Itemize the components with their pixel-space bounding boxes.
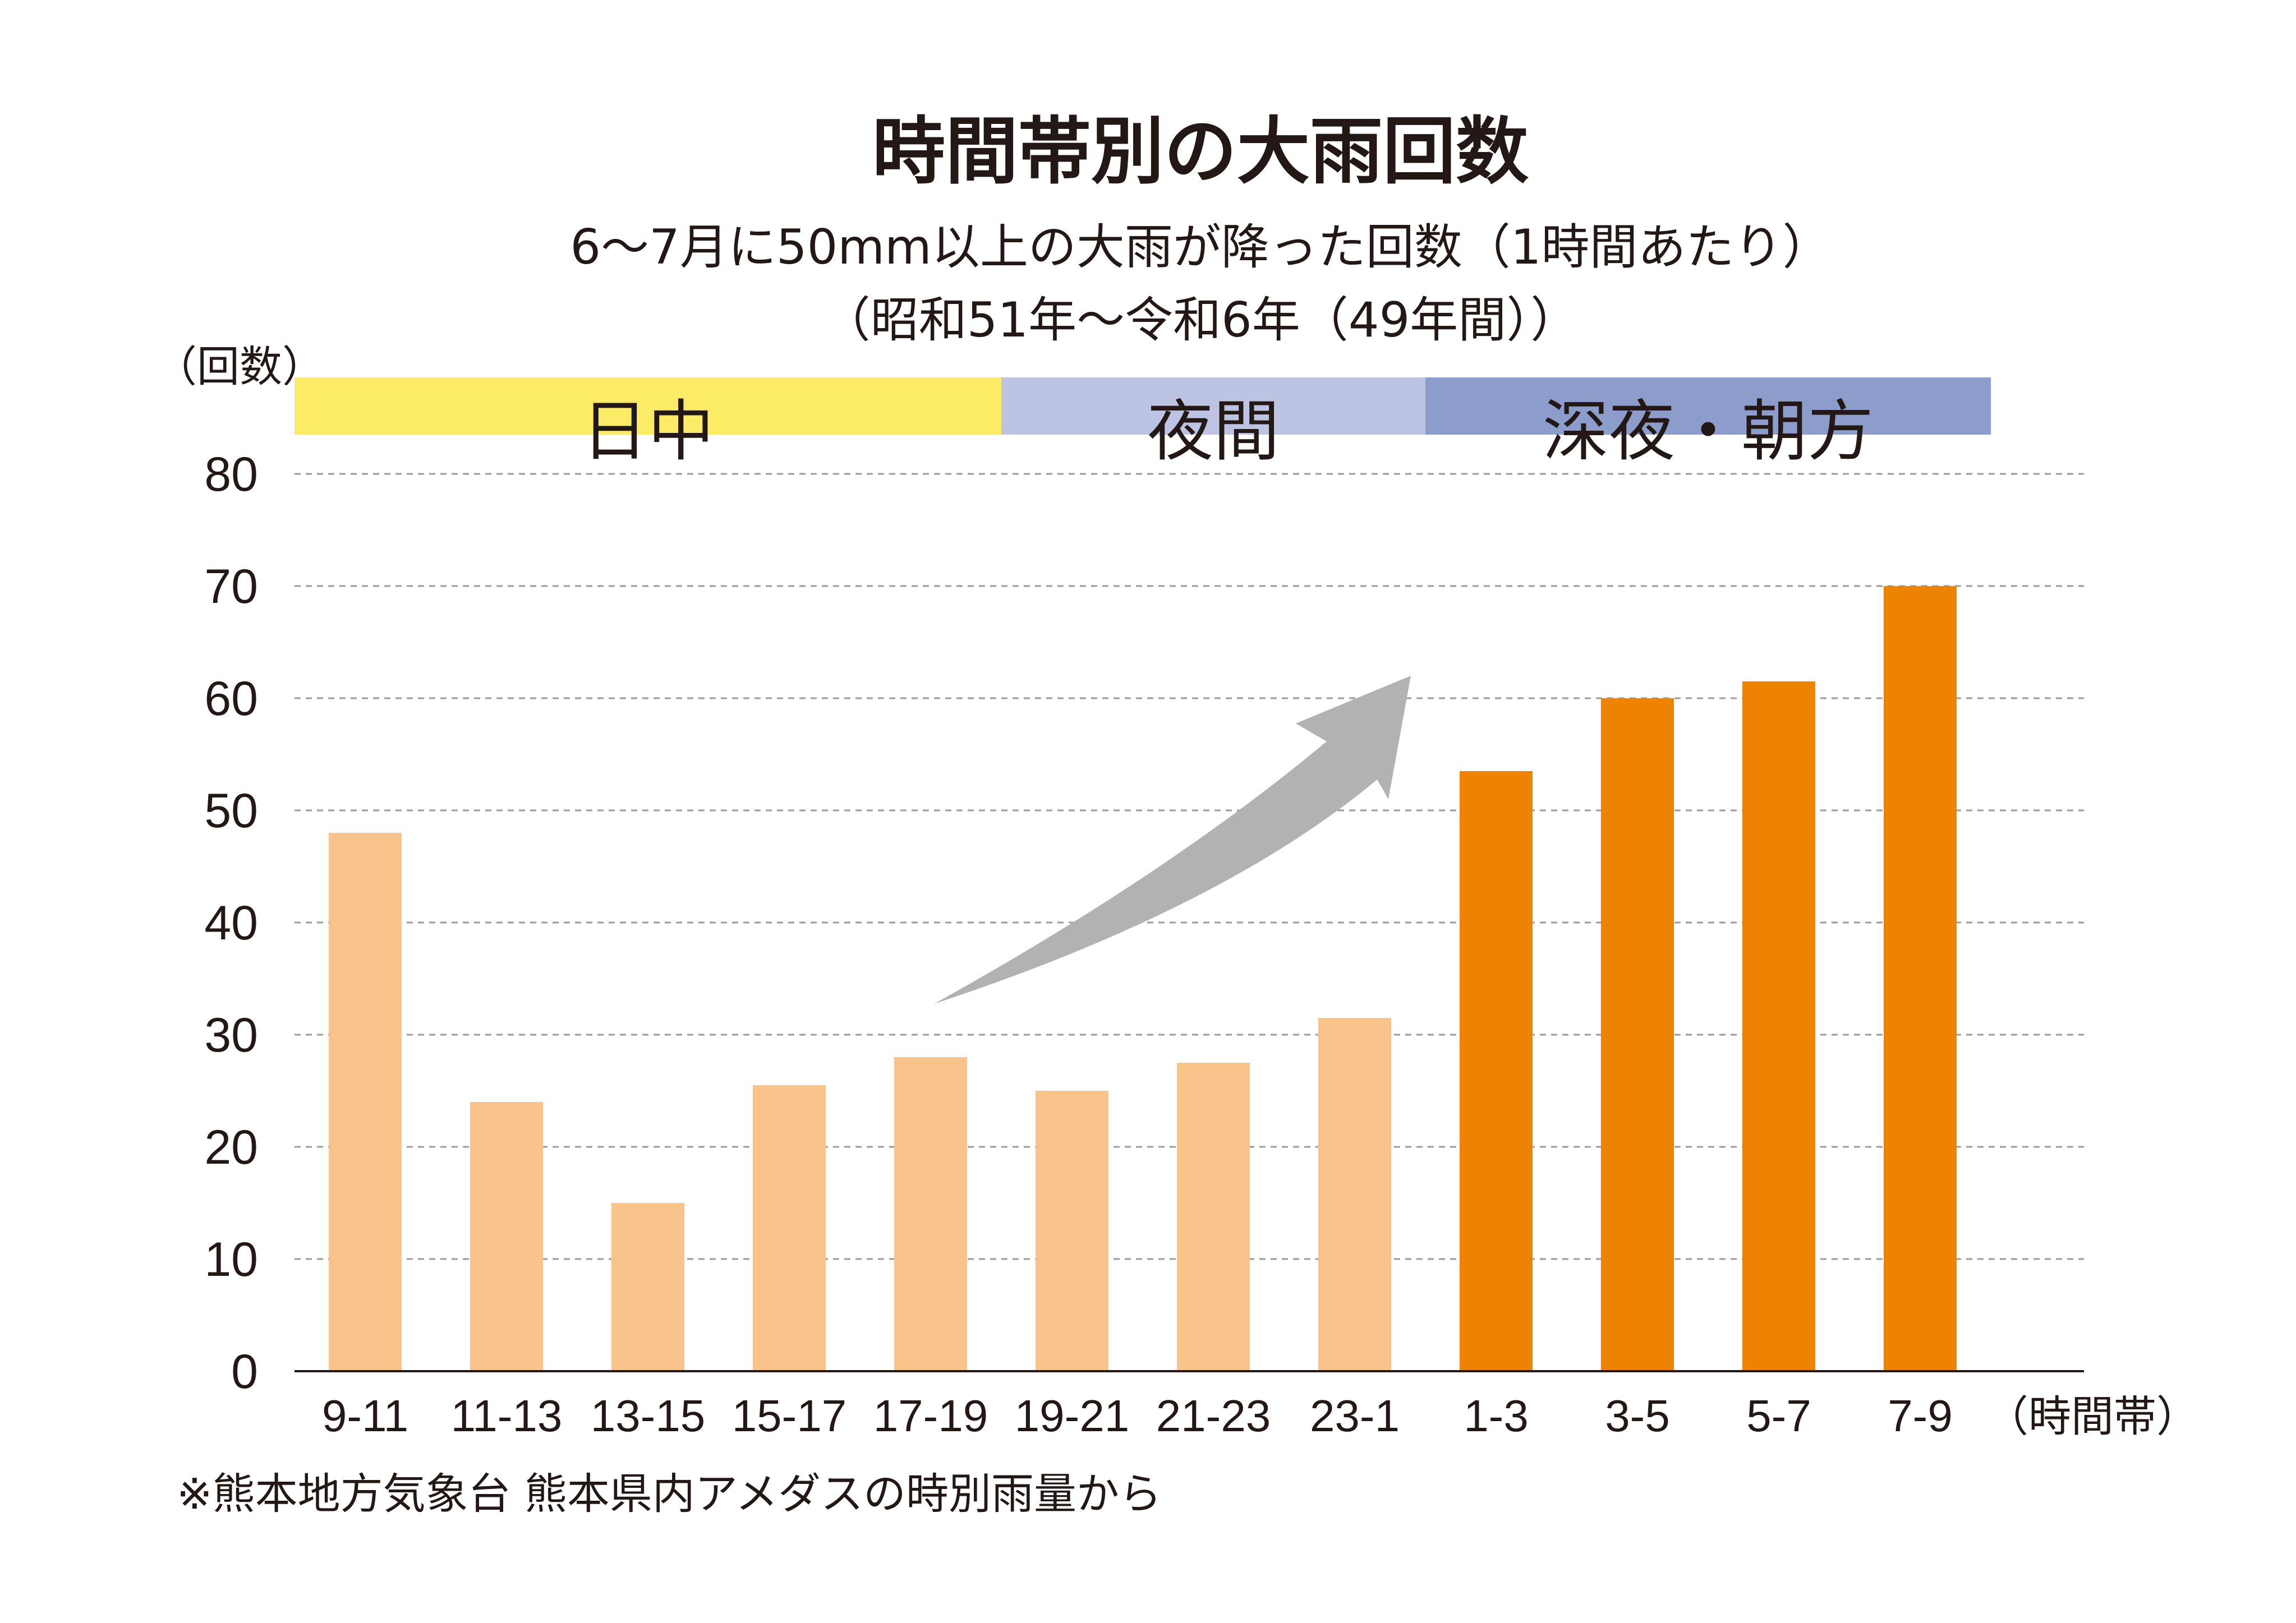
y-tick-50: 50 bbox=[204, 784, 258, 838]
x-tick-13-15: 13-15 bbox=[591, 1391, 706, 1441]
y-tick-30: 30 bbox=[204, 1008, 258, 1062]
y-tick-80: 80 bbox=[204, 448, 258, 501]
bar-19-21 bbox=[1036, 1091, 1108, 1371]
bar-1-3 bbox=[1460, 771, 1533, 1371]
x-tick-7-9: 7-9 bbox=[1888, 1391, 1953, 1441]
x-tick-23-1: 23-1 bbox=[1310, 1391, 1400, 1441]
y-tick-70: 70 bbox=[204, 560, 258, 614]
time-band-header: 日中 夜間 深夜・朝方 bbox=[295, 377, 1991, 470]
x-tick-21-23: 21-23 bbox=[1156, 1391, 1271, 1441]
y-tick-40: 40 bbox=[204, 896, 258, 950]
x-tick-9-11: 9-11 bbox=[322, 1391, 408, 1441]
chart-subtitle-line1: 6～7月に50mm以上の大雨が降った回数（1時間あたり） bbox=[570, 219, 1830, 275]
y-tick-0: 0 bbox=[231, 1345, 258, 1399]
y-tick-10: 10 bbox=[204, 1233, 258, 1287]
x-tick-19-21: 19-21 bbox=[1015, 1391, 1130, 1441]
x-axis-unit-label: （時間帯） bbox=[1986, 1391, 2199, 1441]
bar-21-23 bbox=[1177, 1063, 1250, 1371]
y-tick-20: 20 bbox=[204, 1121, 258, 1174]
x-axis-labels: 9-11 11-13 13-15 15-17 17-19 19-21 21-23 23-1 1-… bbox=[322, 1391, 1953, 1441]
bar-13-15 bbox=[611, 1203, 684, 1371]
band-2 bbox=[1425, 377, 1991, 435]
bar-7-9 bbox=[1884, 586, 1957, 1371]
chart-subtitle-line2: （昭和51年～令和6年（49年間）） bbox=[822, 292, 1579, 348]
band-1 bbox=[1001, 377, 1425, 435]
bar-9-11 bbox=[329, 833, 402, 1371]
y-tick-60: 60 bbox=[204, 672, 258, 726]
bar-15-17 bbox=[753, 1085, 826, 1371]
band-label-1: 夜間 bbox=[1147, 393, 1280, 470]
band-label-2: 深夜・朝方 bbox=[1543, 393, 1874, 470]
bar-3-5 bbox=[1601, 698, 1674, 1371]
source-note: ※熊本地方気象台 熊本県内アメダスの時別雨量から bbox=[177, 1469, 1162, 1519]
x-tick-5-7: 5-7 bbox=[1746, 1391, 1811, 1441]
x-tick-3-5: 3-5 bbox=[1605, 1391, 1670, 1441]
band-0 bbox=[295, 377, 1001, 435]
y-axis-ticks: 0 10 20 30 40 50 60 70 80 bbox=[204, 448, 258, 1399]
bar-11-13 bbox=[470, 1102, 543, 1371]
x-tick-1-3: 1-3 bbox=[1464, 1391, 1529, 1441]
bars bbox=[329, 586, 1957, 1371]
trend-arrow bbox=[934, 676, 1411, 1004]
bar-23-1 bbox=[1318, 1018, 1391, 1371]
x-tick-11-13: 11-13 bbox=[451, 1391, 563, 1441]
x-tick-17-19: 17-19 bbox=[873, 1391, 988, 1441]
band-label-0: 日中 bbox=[582, 393, 714, 470]
x-tick-15-17: 15-17 bbox=[732, 1391, 847, 1441]
bar-5-7 bbox=[1742, 681, 1815, 1371]
bar-17-19 bbox=[894, 1057, 967, 1371]
chart-title: 時間帯別の大雨回数 bbox=[872, 109, 1529, 194]
